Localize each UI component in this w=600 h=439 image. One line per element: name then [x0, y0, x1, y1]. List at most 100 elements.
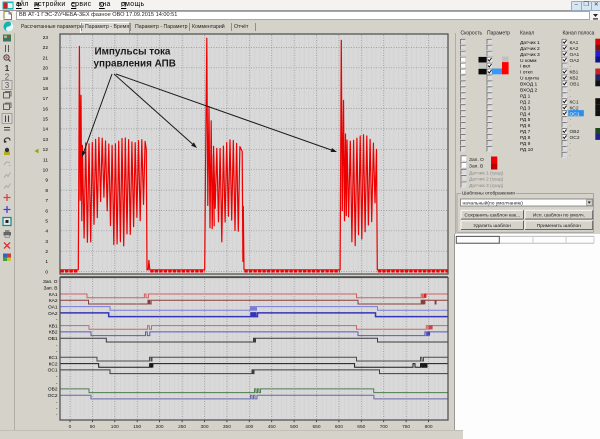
svg-text:U шунта: U шунта: [520, 76, 539, 82]
svg-text:250: 250: [178, 424, 186, 430]
svg-text:19: 19: [43, 76, 49, 82]
svg-text:-: -: [56, 318, 58, 323]
svg-text:600: 600: [335, 424, 343, 430]
svg-text:650: 650: [357, 424, 365, 430]
svg-text:КС2: КС2: [49, 361, 58, 367]
svg-text:1: 1: [45, 259, 48, 265]
svg-text:15: 15: [43, 117, 49, 123]
svg-text:РД 2: РД 2: [520, 99, 531, 105]
svg-text:РД 10: РД 10: [520, 147, 533, 153]
svg-text:550: 550: [312, 424, 320, 430]
svg-text:ВХОД 1: ВХОД 1: [520, 82, 538, 88]
svg-text:РД 7: РД 7: [520, 129, 531, 135]
svg-text:14: 14: [43, 127, 49, 133]
svg-text:ОА1: ОА1: [48, 304, 58, 310]
svg-text:700: 700: [380, 424, 388, 430]
svg-text:РД 1: РД 1: [520, 93, 531, 99]
svg-text:Зап. В: Зап. В: [469, 163, 483, 169]
svg-text:РД 5: РД 5: [520, 117, 531, 123]
svg-text:ОА2: ОА2: [48, 311, 58, 317]
svg-text:-: -: [570, 124, 572, 129]
svg-text:2: 2: [5, 73, 10, 82]
svg-text:200: 200: [156, 424, 164, 430]
svg-text:Применить шаблон: Применить шаблон: [537, 223, 581, 229]
svg-text:-: -: [56, 400, 58, 405]
svg-text:800: 800: [425, 424, 433, 430]
svg-text:ОС2: ОС2: [48, 393, 58, 399]
svg-text:750: 750: [402, 424, 410, 430]
svg-text:ОВ1: ОВ1: [48, 336, 58, 342]
svg-text:ОА1: ОА1: [570, 52, 580, 58]
svg-text:-: -: [570, 89, 572, 94]
svg-text:150: 150: [133, 424, 141, 430]
svg-text:РД 9: РД 9: [520, 141, 531, 147]
svg-text:Зап. О: Зап. О: [469, 157, 484, 163]
svg-text:Зап. В: Зап. В: [43, 285, 57, 291]
svg-text:9: 9: [45, 178, 48, 184]
svg-text:500: 500: [290, 424, 298, 430]
svg-text:Датчик 3 (град): Датчик 3 (град): [469, 183, 504, 189]
svg-text:ОС1: ОС1: [570, 111, 580, 117]
svg-text:-: -: [56, 407, 58, 412]
svg-text:КА2: КА2: [49, 298, 58, 304]
svg-text:Скорость: Скорость: [461, 31, 483, 37]
svg-text:РД 3: РД 3: [520, 105, 531, 111]
svg-text:400: 400: [245, 424, 253, 430]
svg-text:21: 21: [43, 55, 49, 61]
svg-text:22: 22: [43, 45, 49, 51]
svg-text:начальный(по умолчанию): начальный(по умолчанию): [463, 200, 524, 207]
svg-text:Канал полоса: Канал полоса: [563, 31, 595, 37]
svg-text:управления АПВ: управления АПВ: [94, 59, 176, 70]
svg-text:Сохранить шаблон как...: Сохранить шаблон как...: [464, 213, 520, 219]
svg-text:13: 13: [43, 137, 49, 143]
svg-text:КВ2: КВ2: [570, 76, 579, 82]
svg-text:U комм: U комм: [520, 58, 537, 64]
svg-text:5: 5: [45, 219, 48, 225]
svg-text:10: 10: [43, 168, 49, 174]
svg-text:КА1: КА1: [49, 292, 58, 298]
svg-text:ОС2: ОС2: [570, 135, 580, 141]
svg-text:18: 18: [43, 86, 49, 92]
svg-text:16: 16: [43, 106, 49, 112]
svg-text:Зап. О: Зап. О: [43, 279, 58, 285]
svg-text:-: -: [570, 142, 572, 147]
svg-text:-: -: [570, 94, 572, 99]
svg-text:Исп. шаблон по умолч.: Исп. шаблон по умолч.: [533, 213, 585, 219]
svg-text:100: 100: [111, 424, 119, 430]
svg-text:ОВ1: ОВ1: [570, 82, 580, 88]
svg-text:Шаблоны отображения: Шаблоны отображения: [462, 191, 515, 197]
svg-text:0: 0: [69, 424, 72, 430]
svg-text:Импульсы тока: Импульсы тока: [95, 46, 171, 57]
svg-text:Датчик 1: Датчик 1: [520, 40, 540, 46]
svg-text:Датчик 2: Датчик 2: [520, 46, 540, 52]
svg-text:-: -: [56, 350, 58, 355]
svg-text:ВХОД 2: ВХОД 2: [520, 88, 538, 94]
svg-text:I вкл: I вкл: [520, 64, 531, 70]
svg-text:РД 6: РД 6: [520, 123, 531, 129]
svg-text:КВ1: КВ1: [49, 323, 58, 329]
svg-text:350: 350: [223, 424, 231, 430]
svg-text:Датчик 3: Датчик 3: [520, 52, 540, 58]
svg-text:7: 7: [45, 198, 48, 204]
svg-text:23: 23: [43, 35, 49, 41]
svg-text:-: -: [56, 375, 58, 380]
svg-text:КС1: КС1: [570, 99, 579, 105]
svg-text:ОА2: ОА2: [570, 58, 580, 64]
svg-text:ОС1: ОС1: [48, 368, 58, 374]
svg-text:КВ2: КВ2: [49, 330, 58, 336]
svg-text:-: -: [570, 148, 572, 153]
svg-text:-: -: [570, 65, 572, 70]
svg-text:1: 1: [5, 64, 10, 73]
svg-text:КА1: КА1: [570, 40, 579, 46]
svg-text:КА2: КА2: [570, 46, 579, 52]
svg-text:ОВ2: ОВ2: [570, 129, 580, 135]
svg-text:-: -: [56, 413, 58, 418]
svg-text:РД 4: РД 4: [520, 111, 531, 117]
svg-text:Параметр: Параметр: [487, 31, 510, 37]
svg-text:Удалить шаблон: Удалить шаблон: [473, 223, 511, 229]
svg-text:4: 4: [45, 229, 48, 235]
svg-text:3: 3: [5, 81, 10, 90]
svg-text:6: 6: [45, 208, 48, 214]
svg-text:300: 300: [200, 424, 208, 430]
svg-text:I откл: I откл: [520, 70, 533, 76]
